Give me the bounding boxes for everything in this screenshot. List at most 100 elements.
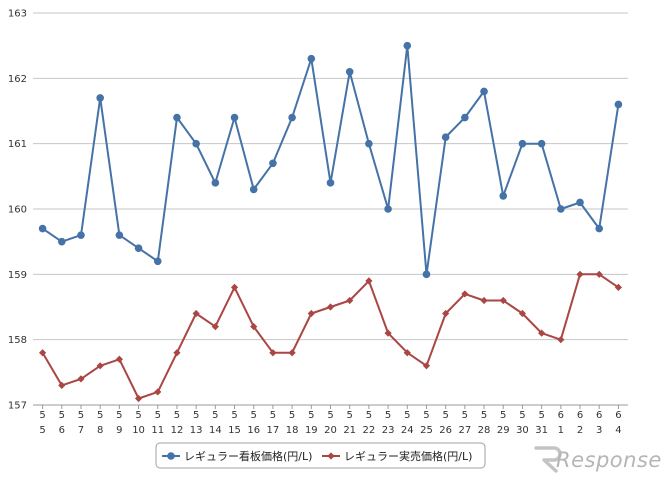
data-point — [518, 139, 527, 148]
x-tick-day: 17 — [267, 425, 280, 436]
x-tick-month: 5 — [308, 410, 314, 421]
data-point — [518, 309, 527, 318]
x-tick-month: 6 — [558, 410, 564, 421]
x-tick-day: 19 — [305, 425, 318, 436]
x-tick-day: 20 — [324, 425, 337, 436]
x-tick-day: 31 — [535, 425, 548, 436]
x-tick-month: 5 — [78, 410, 84, 421]
data-point — [288, 113, 296, 122]
watermark-text: Response. — [556, 448, 663, 472]
x-tick-day: 21 — [343, 425, 356, 436]
data-point — [326, 303, 335, 311]
data-point — [345, 68, 354, 76]
watermark: Response. — [534, 446, 663, 473]
x-tick-month: 5 — [442, 410, 448, 421]
data-point — [326, 179, 335, 187]
data-point — [346, 296, 354, 305]
data-point — [537, 139, 546, 148]
legend: レギュラー看板価格(円/L) レギュラー実売価格(円/L) — [155, 442, 486, 469]
x-tick-month: 5 — [327, 410, 333, 421]
x-tick-month: 5 — [500, 410, 506, 421]
x-tick-day: 11 — [151, 425, 164, 436]
data-point — [557, 336, 565, 344]
y-tick-label: 161 — [8, 139, 27, 150]
data-point — [154, 388, 162, 396]
data-point — [614, 100, 623, 109]
x-tick-month: 5 — [404, 410, 410, 421]
x-tick-day: 13 — [190, 425, 203, 436]
y-tick-label: 162 — [8, 74, 27, 85]
legend-box — [155, 442, 486, 469]
data-point — [211, 323, 219, 331]
data-point — [173, 113, 181, 122]
x-tick-day: 27 — [458, 425, 471, 436]
data-point — [153, 257, 162, 266]
x-tick-month: 6 — [596, 410, 602, 421]
legend-marker — [167, 452, 175, 460]
data-point — [96, 362, 104, 370]
x-tick-month: 5 — [116, 410, 122, 421]
data-point — [441, 133, 450, 141]
x-tick-day: 2 — [577, 425, 583, 436]
x-tick-month: 5 — [231, 410, 237, 421]
data-point — [595, 224, 604, 233]
data-point — [365, 277, 373, 285]
x-tick-day: 23 — [382, 425, 395, 436]
data-point — [38, 349, 47, 357]
x-tick-month: 5 — [193, 410, 199, 421]
series-group — [38, 41, 623, 403]
x-tick-month: 6 — [577, 410, 583, 421]
series-line-2 — [41, 273, 619, 400]
data-point — [403, 41, 412, 50]
data-point — [96, 94, 104, 102]
x-tick-month: 5 — [39, 410, 45, 421]
x-tick-month: 5 — [97, 410, 103, 421]
x-tick-month: 5 — [212, 410, 218, 421]
data-point — [442, 309, 450, 318]
x-tick-day: 1 — [558, 425, 564, 436]
x-tick-month: 5 — [385, 410, 391, 421]
data-point — [230, 113, 239, 122]
x-tick-day: 29 — [497, 425, 510, 436]
x-tick-month: 5 — [538, 410, 544, 421]
x-axis: 5556575859510511512513514515516517518519… — [33, 404, 628, 436]
x-tick-day: 5 — [39, 425, 45, 436]
x-tick-day: 28 — [478, 425, 491, 436]
gridlines — [33, 12, 628, 406]
x-tick-day: 16 — [247, 425, 260, 436]
y-axis: 157 158 159 160 161 162 163 — [8, 9, 27, 412]
data-point — [58, 381, 66, 389]
x-tick-month: 5 — [347, 410, 353, 421]
data-point — [595, 270, 603, 278]
data-point — [461, 113, 469, 122]
y-tick-label: 159 — [8, 270, 27, 281]
data-point — [384, 329, 392, 337]
x-tick-day: 25 — [420, 425, 433, 436]
x-tick-day: 24 — [401, 425, 414, 436]
data-point — [173, 349, 181, 357]
data-point — [211, 179, 220, 187]
legend-marker — [327, 452, 335, 460]
data-point — [480, 87, 488, 96]
data-point — [115, 355, 123, 363]
x-tick-month: 5 — [519, 410, 525, 421]
legend-label: レギュラー実売価格(円/L) — [344, 449, 472, 463]
x-tick-day: 22 — [363, 425, 376, 436]
x-tick-day: 26 — [439, 425, 452, 436]
x-tick-day: 7 — [78, 425, 84, 436]
x-tick-month: 5 — [289, 410, 295, 421]
data-point — [538, 329, 546, 337]
data-point — [134, 244, 143, 252]
data-point — [77, 375, 85, 383]
data-point — [269, 349, 277, 357]
legend-label: レギュラー看板価格(円/L) — [184, 449, 312, 463]
data-point — [499, 296, 507, 305]
x-tick-day: 18 — [286, 425, 299, 436]
data-point — [192, 139, 200, 148]
x-tick-month: 5 — [155, 410, 161, 421]
data-point — [77, 231, 85, 239]
data-point — [269, 159, 277, 168]
x-tick-day: 6 — [59, 425, 65, 436]
x-tick-month: 5 — [481, 410, 487, 421]
response-logo-mark — [534, 446, 562, 473]
